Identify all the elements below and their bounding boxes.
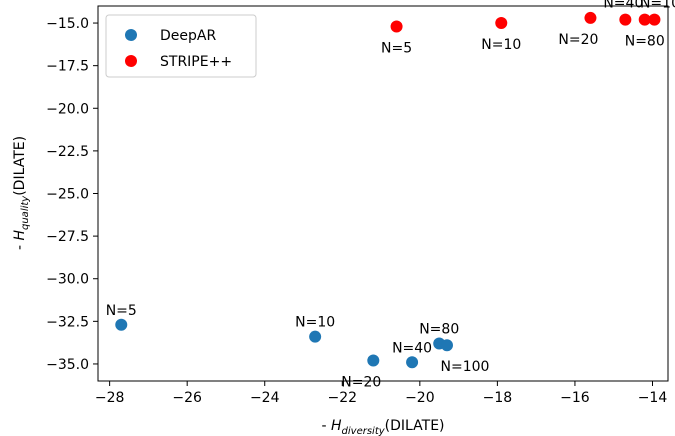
y-tick-label: −17.5 xyxy=(46,59,89,75)
y-tick-label: −15.0 xyxy=(46,16,89,32)
y-axis-label-prefix: - xyxy=(12,241,28,251)
y-tick-label: −20.0 xyxy=(46,101,89,117)
data-point-stripe- xyxy=(619,13,632,26)
x-axis-label-suffix: (DILATE) xyxy=(385,418,445,434)
data-point-stripe- xyxy=(495,17,508,30)
y-axis-label-suffix: (DILATE) xyxy=(12,136,28,196)
legend-box xyxy=(105,14,257,78)
x-axis-label: - Hdiversity(DILATE) xyxy=(321,418,444,436)
y-axis-label: - Hquality(DILATE) xyxy=(12,136,31,250)
data-point-stripe- xyxy=(584,11,597,24)
point-annotation: N=10 xyxy=(295,315,335,331)
data-point-deepar xyxy=(115,318,128,331)
point-annotation: N=80 xyxy=(419,322,459,338)
legend: DeepAR STRIPE++ xyxy=(105,14,257,78)
y-tick-label: −32.5 xyxy=(46,314,89,330)
legend-label-stripe: STRIPE++ xyxy=(160,54,232,70)
data-point-stripe- xyxy=(390,20,403,33)
legend-label-deepar: DeepAR xyxy=(160,28,216,44)
x-tick-label: −16 xyxy=(560,390,590,406)
x-tick-label: −24 xyxy=(250,390,280,406)
data-point-deepar xyxy=(440,339,453,352)
x-tick-label: −18 xyxy=(483,390,513,406)
y-tick-label: −30.0 xyxy=(46,272,89,288)
point-annotation: N=80 xyxy=(625,34,665,50)
x-axis-ticks: −28 −26 −24 −22 −20 −18 −16 −14 xyxy=(95,381,667,406)
y-tick-label: −27.5 xyxy=(46,229,89,245)
y-tick-label: −35.0 xyxy=(46,357,89,373)
y-tick-label: −25.0 xyxy=(46,187,89,203)
y-axis-label-sub: quality xyxy=(20,195,31,230)
legend-marker-stripe xyxy=(125,55,137,67)
data-point-deepar xyxy=(367,354,380,367)
y-axis-ticks: −35.0 −32.5 −30.0 −27.5 −25.0 −22.5 −20.0 −17.5… xyxy=(46,16,98,373)
point-annotation: N=10 xyxy=(481,37,521,53)
point-annotation: N=5 xyxy=(381,40,412,56)
x-tick-label: −22 xyxy=(328,390,358,406)
x-tick-label: −20 xyxy=(405,390,435,406)
point-annotation: N=40 xyxy=(392,340,432,356)
point-annotation: N=100 xyxy=(441,359,490,375)
y-axis-label-var: H xyxy=(12,230,28,241)
data-point-deepar xyxy=(309,330,322,343)
point-annotation: N=20 xyxy=(341,375,381,391)
point-annotation: N=5 xyxy=(106,303,137,319)
data-point-deepar xyxy=(406,356,419,369)
data-point-stripe- xyxy=(648,13,661,26)
point-annotation: N=20 xyxy=(558,32,598,48)
x-axis-label-sub: diversity xyxy=(342,426,386,436)
legend-marker-deepar xyxy=(125,29,137,41)
x-axis-label-var: H xyxy=(331,418,342,434)
data-point-stripe- xyxy=(638,13,651,26)
y-tick-label: −22.5 xyxy=(46,144,89,160)
x-tick-label: −26 xyxy=(172,390,202,406)
x-axis-label-prefix: - xyxy=(321,418,331,434)
x-tick-label: −14 xyxy=(638,390,668,406)
x-tick-label: −28 xyxy=(95,390,125,406)
